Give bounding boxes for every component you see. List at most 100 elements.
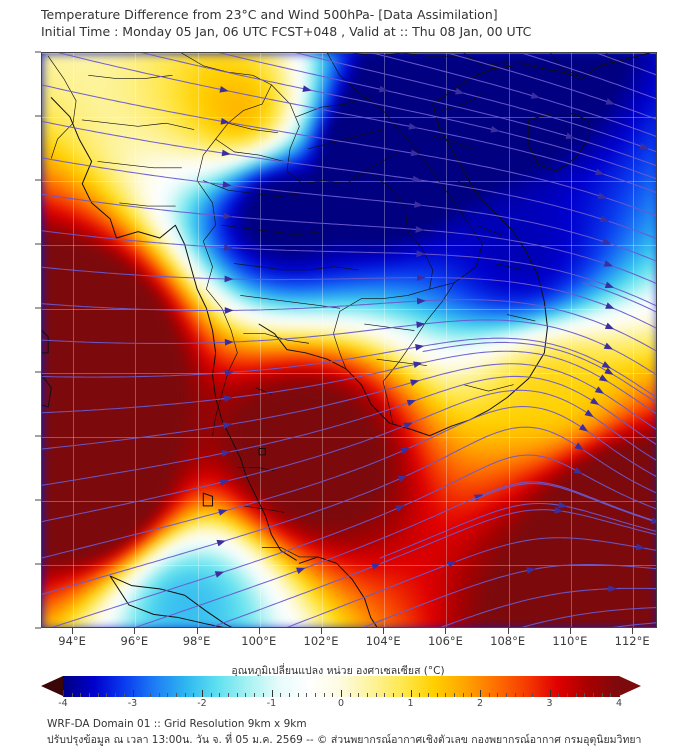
wind-direction-arrow-icon bbox=[214, 571, 225, 578]
wind-direction-arrow-icon bbox=[224, 307, 234, 314]
wind-direction-arrow-icon bbox=[413, 361, 423, 368]
wind-direction-arrow-icon bbox=[639, 142, 649, 150]
wind-direction-arrow-icon bbox=[604, 281, 615, 288]
colorbar-extend-min-icon bbox=[41, 676, 63, 696]
administrative-border-path bbox=[494, 263, 523, 271]
wind-streamline bbox=[42, 350, 656, 415]
island-outline-path bbox=[42, 329, 49, 354]
x-axis-tick-mark bbox=[383, 628, 385, 634]
colorbar-value-label: 1 bbox=[407, 698, 414, 709]
graticule-meridian bbox=[73, 53, 75, 627]
graticule-parallel bbox=[42, 245, 656, 246]
colorbar-tick bbox=[419, 693, 421, 697]
x-axis-tick-label: 96°E bbox=[120, 634, 149, 648]
wind-direction-arrow-icon bbox=[565, 132, 575, 140]
colorbar-tick bbox=[306, 693, 308, 697]
wind-streamline bbox=[57, 53, 656, 193]
colorbar-tick bbox=[97, 693, 99, 697]
wind-direction-arrow-icon bbox=[220, 117, 230, 125]
wind-direction-arrow-icon bbox=[371, 563, 381, 570]
wind-streamline bbox=[42, 193, 656, 284]
graticule-parallel bbox=[42, 117, 656, 118]
wind-direction-arrow-icon bbox=[296, 567, 306, 575]
wind-direction-arrow-icon bbox=[415, 226, 425, 233]
colorbar-tick bbox=[297, 693, 299, 697]
wind-streamline bbox=[594, 53, 656, 76]
wind-streamline bbox=[42, 375, 656, 486]
wind-direction-arrow-icon bbox=[601, 238, 612, 245]
administrative-border-path bbox=[333, 288, 430, 370]
colorbar-tick bbox=[401, 693, 403, 697]
wind-direction-arrow-icon bbox=[224, 275, 234, 283]
wind-streamline bbox=[582, 282, 656, 313]
wind-streamline bbox=[42, 319, 656, 376]
colorbar-tick bbox=[488, 693, 490, 697]
administrative-border-path bbox=[215, 138, 285, 162]
colorbar-tick bbox=[123, 693, 125, 697]
colorbar-value-label: -4 bbox=[58, 698, 68, 709]
wind-direction-arrow-icon bbox=[597, 192, 608, 199]
colorbar-tick bbox=[610, 693, 612, 697]
administrative-border-path bbox=[47, 55, 77, 159]
wind-direction-arrow-icon bbox=[414, 201, 424, 208]
colorbar-tick bbox=[132, 690, 134, 697]
wind-streamline bbox=[294, 53, 656, 153]
wind-direction-arrow-icon bbox=[598, 374, 609, 382]
x-axis-tick-mark bbox=[445, 628, 447, 634]
administrative-border-path bbox=[261, 547, 319, 558]
graticule-grid bbox=[42, 53, 656, 627]
wind-direction-arrow-icon bbox=[378, 85, 389, 93]
wind-direction-arrow-icon bbox=[601, 361, 611, 369]
wind-streamline bbox=[51, 454, 656, 627]
colorbar-tick bbox=[436, 693, 438, 697]
x-axis-tick-label: 108°E bbox=[490, 634, 526, 648]
wind-direction-arrow-icon bbox=[557, 501, 568, 509]
colorbar-tick bbox=[462, 693, 464, 697]
coastline-and-border-layer bbox=[42, 53, 651, 627]
colorbar-tick bbox=[254, 693, 256, 697]
colorbar-tick bbox=[410, 690, 412, 697]
wind-streamline bbox=[520, 53, 656, 100]
wind-direction-arrow-icon bbox=[406, 399, 417, 407]
wind-direction-arrow-icon bbox=[590, 397, 600, 406]
colorbar-tick bbox=[619, 690, 620, 697]
x-axis-tick-label: 104°E bbox=[365, 634, 401, 648]
colorbar-value-label: -2 bbox=[197, 698, 207, 709]
wind-direction-arrow-icon bbox=[223, 212, 233, 220]
colorbar-body bbox=[63, 676, 620, 697]
colorbar-tick bbox=[532, 693, 534, 697]
colorbar-extend-max-icon bbox=[619, 676, 641, 696]
x-axis-tick-mark bbox=[632, 628, 634, 634]
administrative-border-path bbox=[243, 333, 310, 344]
y-axis-tick-mark bbox=[35, 179, 41, 181]
wind-direction-arrow-icon bbox=[224, 244, 233, 251]
wind-direction-arrow-icon bbox=[603, 342, 614, 350]
colorbar-tick bbox=[584, 693, 586, 697]
wind-streamline bbox=[379, 503, 656, 559]
graticule-meridian bbox=[633, 53, 635, 627]
wind-direction-arrow-icon bbox=[578, 423, 589, 432]
coastline-path bbox=[50, 97, 297, 561]
wind-streamline bbox=[42, 389, 656, 523]
administrative-border-path bbox=[202, 180, 303, 197]
colorbar-tick bbox=[167, 693, 169, 697]
graticule-meridian bbox=[322, 53, 323, 627]
colorbar-value-label: 4 bbox=[615, 698, 623, 709]
colorbar-tick bbox=[523, 693, 525, 697]
coastline-path bbox=[519, 53, 651, 80]
colorbar-tick bbox=[219, 693, 221, 697]
wind-direction-arrow-icon bbox=[595, 168, 605, 176]
graticule-meridian bbox=[508, 53, 510, 627]
graticule-meridian bbox=[384, 53, 386, 627]
x-axis-tick-label: 98°E bbox=[182, 634, 211, 648]
wind-direction-arrow-icon bbox=[526, 567, 536, 574]
wind-streamline bbox=[134, 481, 656, 627]
wind-streamline bbox=[42, 299, 656, 352]
administrative-border-path bbox=[550, 53, 579, 76]
wind-direction-arrow-icon bbox=[594, 386, 605, 394]
colorbar-tick bbox=[280, 693, 282, 697]
chart-title: Temperature Difference from 23°C and Win… bbox=[41, 7, 498, 22]
wind-direction-arrow-icon bbox=[608, 585, 618, 593]
wind-streamline bbox=[370, 53, 656, 137]
